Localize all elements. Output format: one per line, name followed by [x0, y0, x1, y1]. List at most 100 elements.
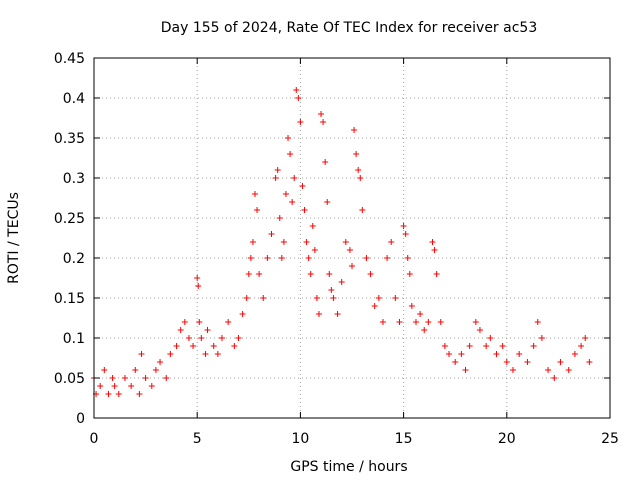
- data-point: [355, 167, 362, 173]
- data-point: [115, 391, 122, 397]
- data-point: [582, 335, 589, 341]
- data-point: [571, 351, 578, 357]
- data-point: [218, 335, 225, 341]
- data-point: [425, 319, 432, 325]
- data-point: [334, 311, 341, 317]
- data-point: [458, 351, 465, 357]
- data-point: [204, 327, 211, 333]
- data-point: [276, 215, 283, 221]
- data-point: [293, 87, 300, 93]
- data-point: [128, 383, 135, 389]
- data-point: [441, 343, 448, 349]
- data-point: [379, 319, 386, 325]
- data-point: [326, 271, 333, 277]
- data-point: [214, 351, 221, 357]
- y-tick-label: 0.05: [54, 371, 85, 387]
- data-point: [476, 327, 483, 333]
- data-point: [421, 327, 428, 333]
- data-point: [121, 375, 128, 381]
- data-point: [565, 367, 572, 373]
- data-point: [538, 335, 545, 341]
- data-point: [320, 119, 327, 125]
- data-point: [295, 95, 302, 101]
- y-axis-label: ROTI / TECUs: [6, 192, 22, 284]
- data-point: [375, 295, 382, 301]
- data-point: [196, 319, 203, 325]
- data-point: [328, 287, 335, 293]
- data-point: [195, 283, 202, 289]
- data-point: [285, 135, 292, 141]
- data-point: [346, 247, 353, 253]
- data-point: [101, 367, 108, 373]
- data-point: [239, 311, 246, 317]
- data-point: [148, 383, 155, 389]
- x-axis-label: GPS time / hours: [290, 459, 407, 475]
- x-tick-label: 5: [193, 431, 202, 447]
- data-point: [524, 359, 531, 365]
- data-point: [173, 343, 180, 349]
- data-point: [289, 199, 296, 205]
- data-point: [152, 367, 159, 373]
- data-point: [318, 111, 325, 117]
- data-point: [392, 295, 399, 301]
- y-tick-label: 0.35: [54, 131, 85, 147]
- data-point: [249, 239, 256, 245]
- data-point: [509, 367, 516, 373]
- data-point: [315, 311, 322, 317]
- data-point: [132, 367, 139, 373]
- data-point: [245, 271, 252, 277]
- data-point: [185, 335, 192, 341]
- data-point: [402, 231, 409, 237]
- data-point: [268, 231, 275, 237]
- y-tick-label: 0.1: [63, 331, 85, 347]
- data-point: [330, 295, 337, 301]
- y-tick-label: 0.2: [63, 251, 85, 267]
- data-point: [545, 367, 552, 373]
- x-tick-label: 20: [498, 431, 516, 447]
- data-point: [493, 351, 500, 357]
- data-point: [338, 279, 345, 285]
- data-point: [349, 263, 355, 269]
- data-point: [503, 359, 510, 365]
- data-point: [342, 239, 349, 245]
- data-point: [282, 191, 289, 197]
- data-point: [163, 375, 170, 381]
- data-point: [303, 239, 310, 245]
- data-point: [313, 295, 320, 301]
- data-point: [371, 303, 378, 309]
- data-point: [260, 295, 267, 301]
- data-point: [177, 327, 184, 333]
- data-point: [487, 335, 494, 341]
- data-point: [157, 359, 164, 365]
- data-point: [198, 335, 205, 341]
- data-point: [167, 351, 174, 357]
- data-point: [309, 223, 316, 229]
- data-point: [367, 271, 374, 277]
- axes: 0 5 10 15 20 25 0 0.05 0.1 0.15 0.2 0.25 0.3 0.35 0.4 0…: [54, 51, 619, 447]
- data-point: [305, 255, 312, 261]
- data-point: [472, 319, 479, 325]
- data-point: [324, 199, 331, 205]
- data-point: [530, 343, 537, 349]
- data-point: [278, 255, 285, 261]
- data-point: [138, 351, 145, 357]
- data-point: [235, 335, 242, 341]
- data-point: [363, 255, 370, 261]
- x-tick-label: 0: [90, 431, 99, 447]
- data-point: [384, 255, 391, 261]
- chart-title: Day 155 of 2024, Rate Of TEC Index for r…: [161, 20, 537, 36]
- data-point: [452, 359, 459, 365]
- data-point: [109, 375, 116, 381]
- data-point: [280, 239, 287, 245]
- data-point: [557, 359, 564, 365]
- data-point: [136, 391, 143, 397]
- data-point: [359, 207, 366, 213]
- y-tick-label: 0: [76, 411, 85, 427]
- plot-border: [93, 57, 611, 419]
- data-point: [388, 239, 395, 245]
- data-point: [357, 175, 364, 181]
- data-point: [406, 271, 413, 277]
- data-point: [499, 343, 506, 349]
- data-point: [408, 303, 415, 309]
